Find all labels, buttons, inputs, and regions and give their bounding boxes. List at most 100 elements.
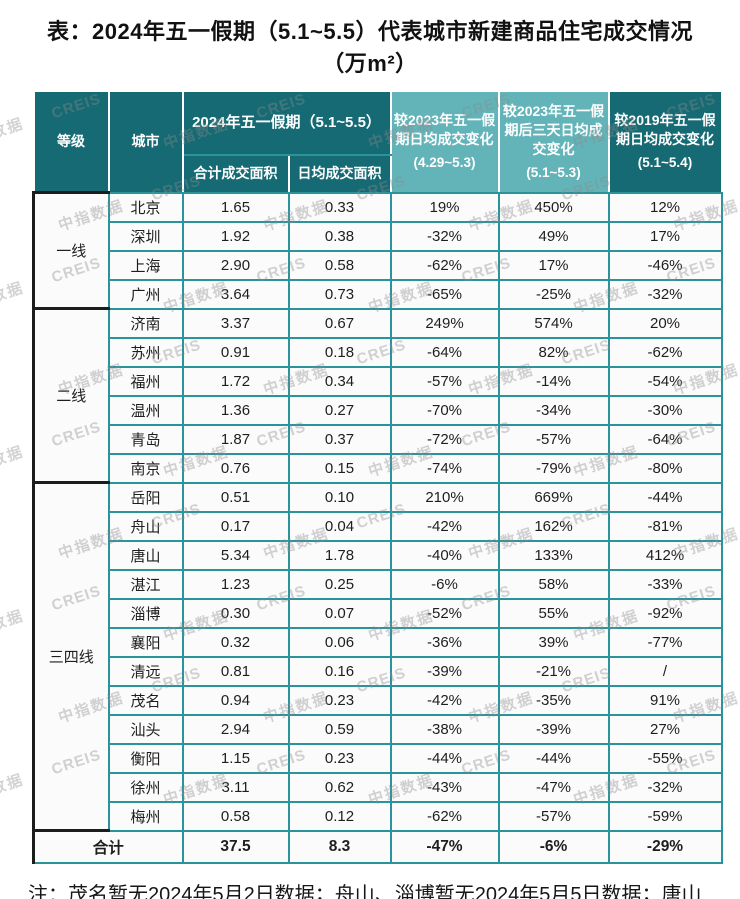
tier-cell: 二线 [32,307,110,485]
total-row: 合计 37.5 8.3 -47% -6% -29% [32,829,723,865]
col-header-vs2019-dates: (5.1~5.4) [637,155,693,171]
daily-area-cell: 0.67 [287,307,392,339]
table-row: 徐州 3.11 0.62 -43% -47% -32% [34,771,723,803]
daily-area-cell: 0.38 [287,220,392,252]
table-row: 南京 0.76 0.15 -74% -79% -80% [34,452,723,484]
vs2023-cell: -62% [389,249,500,281]
total-area-cell: 2.90 [181,249,290,281]
vs2023-cell: -32% [389,220,500,252]
vs2023-cell: -64% [389,336,500,368]
col-header-2024-holiday-group: 2024年五一假期（5.1~5.5） [181,89,392,156]
total-area-cell: 0.81 [181,655,290,687]
col-header-vs2019-daily-change: 较2019年五一假期日均成交变化 (5.1~5.4) [607,89,723,194]
city-cell: 温州 [107,394,184,426]
city-cell: 北京 [107,191,184,223]
city-cell: 茂名 [107,684,184,716]
daily-area-cell: 0.59 [287,713,392,745]
table-row: 青岛 1.87 0.37 -72% -57% -64% [34,423,723,455]
total-area-cell: 0.58 [181,800,290,832]
header-row-2: 合计成交面积 日均成交面积 [34,153,722,194]
vs2023-cell: 249% [389,307,500,339]
vs2023-cell: -42% [389,510,500,542]
daily-area-cell: 0.07 [287,597,392,629]
total-area-cell: 1.23 [181,568,290,600]
total-area-cell: 1.92 [181,220,290,252]
table-row: 唐山 5.34 1.78 -40% 133% 412% [34,539,723,571]
vs2019-cell: -54% [607,365,723,397]
vs2023-cell: -6% [389,568,500,600]
total-area-cell: 1.36 [181,394,290,426]
city-cell: 广州 [107,278,184,310]
city-cell: 淄博 [107,597,184,629]
col-header-vs2023-after3days-dates: (5.1~5.3) [526,164,581,180]
col-header-city: 城市 [107,89,184,194]
table-row: 襄阳 0.32 0.06 -36% 39% -77% [34,626,723,658]
city-cell: 徐州 [107,771,184,803]
vs2019-cell: -55% [607,742,723,774]
vs2023-after3d-cell: -14% [497,365,610,397]
vs2023-after3d-cell: -39% [497,713,610,745]
total-area-cell: 0.51 [181,481,290,513]
table-row: 一线 北京 1.65 0.33 19% 450% 12% [32,191,723,311]
col-header-vs2023-dates: (4.29~5.3) [413,155,476,171]
daily-area-cell: 0.25 [287,568,392,600]
table-row: 温州 1.36 0.27 -70% -34% -30% [34,394,723,426]
city-cell: 苏州 [107,336,184,368]
daily-area-cell: 0.23 [287,684,392,716]
vs2023-after3d-cell: 49% [497,220,610,252]
vs2023-cell: -39% [389,655,500,687]
vs2019-cell: 20% [607,307,723,339]
vs2019-cell: -64% [607,423,723,455]
vs2023-after3d-cell: 58% [497,568,610,600]
vs2019-cell: -44% [607,481,723,513]
table-title: 表：2024年五一假期（5.1~5.5）代表城市新建商品住宅成交情况（万m²） [47,19,693,76]
total-area-cell: 0.32 [181,626,290,658]
total-area-cell: 0.76 [181,452,290,484]
vs2019-cell: 91% [607,684,723,716]
vs2023-cell: -52% [389,597,500,629]
vs2019-cell: / [607,655,723,687]
vs2023-after3d-cell: 450% [497,191,610,223]
vs2023-after3d-cell: 82% [497,336,610,368]
daily-area-cell: 0.58 [287,249,392,281]
city-cell: 襄阳 [107,626,184,658]
vs2023-after3d-cell: -47% [497,771,610,803]
vs2019-cell: -29% [607,829,723,865]
vs2019-cell: 17% [607,220,723,252]
table-row: 苏州 0.91 0.18 -64% 82% -62% [34,336,723,368]
vs2023-after3d-cell: -25% [497,278,610,310]
city-cell: 唐山 [107,539,184,571]
daily-area-cell: 0.12 [287,800,392,832]
col-header-vs2023-daily-change: 较2023年五一假期日均成交变化 (4.29~5.3) [389,89,500,194]
daily-area-cell: 0.16 [287,655,392,687]
total-area-cell: 0.91 [181,336,290,368]
vs2023-after3d-cell: -57% [497,800,610,832]
table-area: 等级 城市 2024年五一假期（5.1~5.5） 较2023年五一假期日均成交变… [32,89,723,865]
col-header-vs2023-after3days-change: 较2023年五一假期后三天日均成交变化 (5.1~5.3) [497,89,610,194]
total-area-cell: 1.87 [181,423,290,455]
vs2023-after3d-cell: 574% [497,307,610,339]
table-header: 等级 城市 2024年五一假期（5.1~5.5） 较2023年五一假期日均成交变… [32,89,723,194]
daily-area-cell: 0.23 [287,742,392,774]
total-area-cell: 3.64 [181,278,290,310]
tier-cell: 一线 [32,191,110,311]
vs2019-cell: -32% [607,771,723,803]
table-row: 三四线 岳阳 0.51 0.10 210% 669% -44% [32,481,723,833]
daily-area-cell: 0.27 [287,394,392,426]
table-row: 舟山 0.17 0.04 -42% 162% -81% [34,510,723,542]
vs2023-cell: -70% [389,394,500,426]
vs2023-after3d-cell: 162% [497,510,610,542]
daily-area-cell: 0.34 [287,365,392,397]
table-row: 上海 2.90 0.58 -62% 17% -46% [34,249,723,281]
table-row: 淄博 0.30 0.07 -52% 55% -92% [34,597,723,629]
vs2019-cell: -30% [607,394,723,426]
city-cell: 湛江 [107,568,184,600]
city-cell: 深圳 [107,220,184,252]
col-header-total-area: 合计成交面积 [181,153,290,194]
vs2023-cell: -62% [389,800,500,832]
city-cell: 福州 [107,365,184,397]
total-area-cell: 3.11 [181,771,290,803]
vs2023-after3d-cell: -35% [497,684,610,716]
daily-area-cell: 0.73 [287,278,392,310]
